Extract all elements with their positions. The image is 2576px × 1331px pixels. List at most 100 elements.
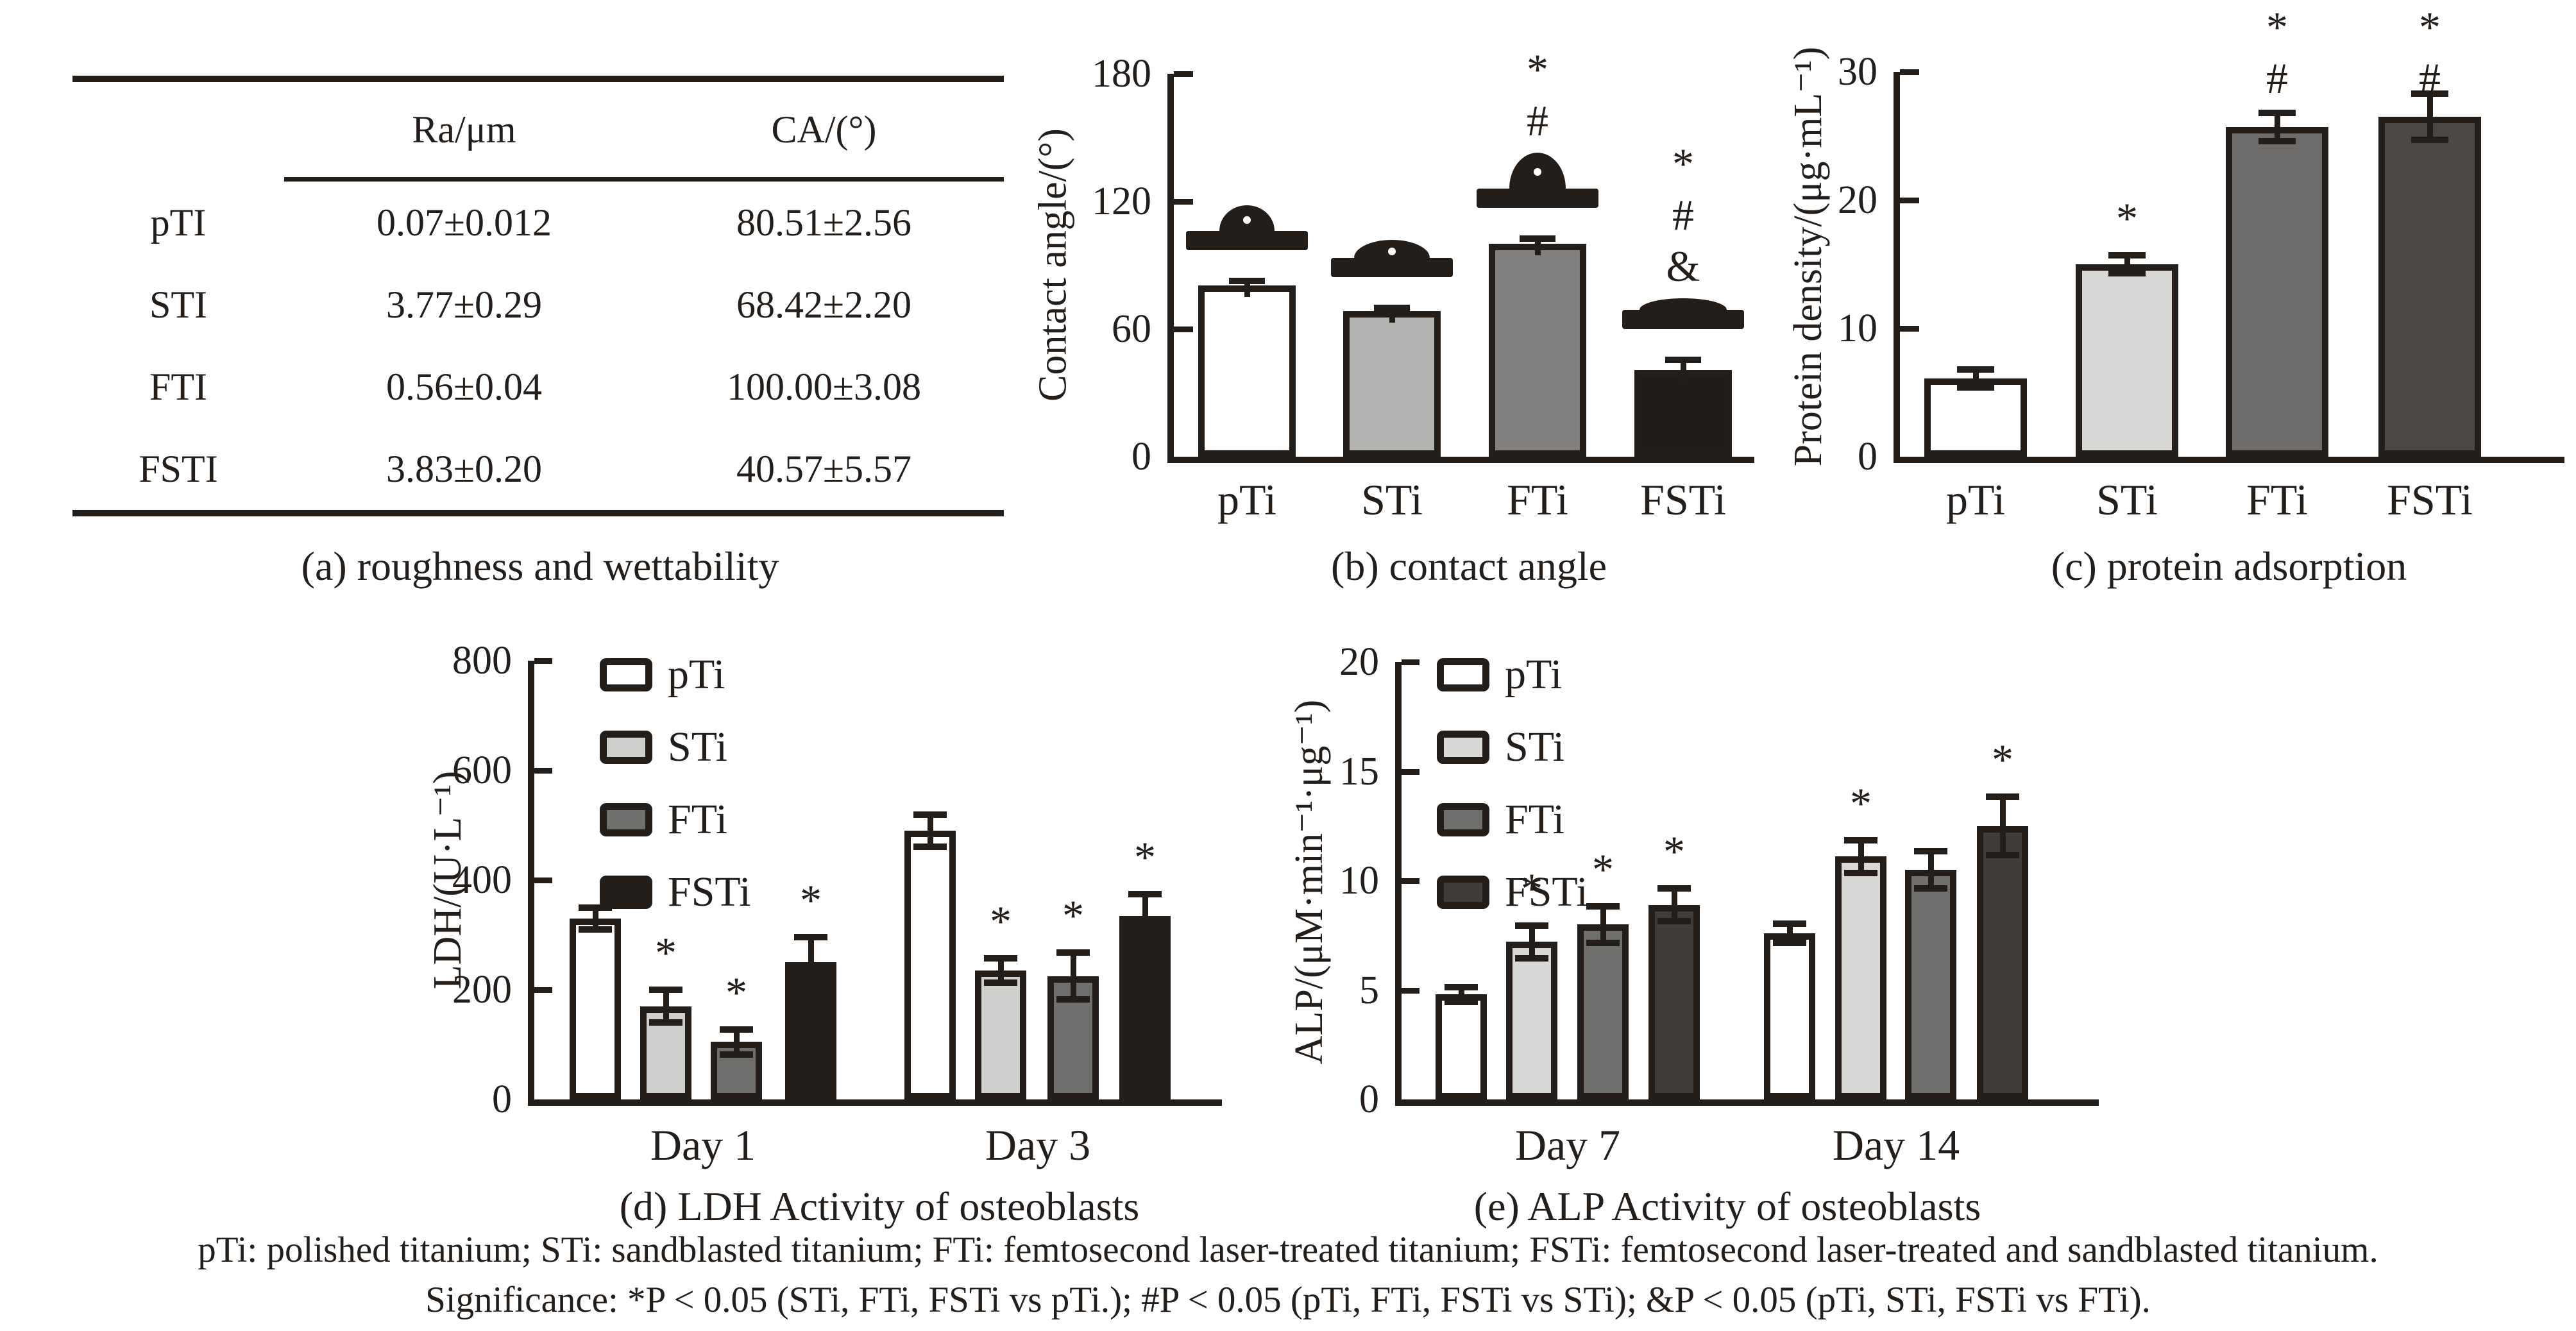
y-tick-label-e: 5 (1359, 969, 1379, 1012)
table-header-ca: CA/(°) (771, 108, 877, 151)
error-cap-top-c-pTi (1957, 366, 1994, 373)
category-label-b: FTi (1507, 475, 1568, 524)
error-bar-e-FSTi-Day 7 (1672, 887, 1677, 922)
table-row-label: pTI (150, 201, 207, 244)
error-bar-e-pTi-Day 14 (1787, 922, 1793, 944)
bar-d-pTi-Day 3 (904, 831, 956, 1099)
sig-symbol-c-FTi: # (2266, 54, 2288, 103)
chart-b-y-axis-label: Contact angle/(°) (1031, 128, 1075, 402)
x-axis-b (1167, 457, 1754, 463)
category-label-c: FTi (2246, 475, 2308, 524)
error-cap-bottom-d-pTi-Day 1 (579, 926, 612, 933)
x-axis-d (528, 1099, 1222, 1106)
y-tick-label-b: 0 (1131, 435, 1151, 479)
bar-b-FSTi (1634, 370, 1732, 457)
y-tick-label-d: 200 (452, 968, 512, 1012)
error-cap-top-b-FSTi (1665, 357, 1701, 363)
error-bar-d-FTi-Day 1 (734, 1028, 740, 1056)
legend-label-d-FTi: FTi (668, 796, 728, 843)
error-cap-bottom-d-FSTi-Day 3 (1128, 934, 1162, 940)
sig-symbol-e-FSTi-Day 7: * (1663, 827, 1685, 876)
x-axis-c (1894, 457, 2564, 463)
bar-d-STi-Day 3 (975, 971, 1026, 1099)
error-cap-bottom-d-pTi-Day 3 (913, 844, 947, 850)
bar-e-FSTi-Day 14 (1977, 826, 2028, 1099)
legend-swatch-e-FTi (1437, 803, 1489, 836)
y-tick-b (1174, 71, 1193, 77)
bar-e-STi-Day 7 (1506, 942, 1557, 1099)
y-tick-e (1402, 659, 1419, 665)
y-tick-d (534, 768, 552, 774)
bar-b-FTi (1489, 244, 1586, 457)
sig-symbol-b-FSTi: * (1672, 139, 1694, 188)
y-tick-b (1174, 199, 1193, 205)
bar-d-FSTi-Day 3 (1119, 916, 1171, 1099)
y-tick-label-c: 10 (1838, 307, 1877, 350)
error-cap-bottom-d-FTi-Day 3 (1056, 996, 1090, 1003)
legend-swatch-e-pTi (1437, 658, 1489, 691)
error-cap-bottom-e-STi-Day 7 (1515, 955, 1548, 962)
table-cell-ra: 3.77±0.29 (386, 283, 542, 326)
sig-symbol-c-FSTi: * (2419, 3, 2441, 51)
sig-symbol-d-FTi-Day 1: * (725, 968, 747, 1017)
error-cap-top-c-FTi (2258, 110, 2296, 116)
error-bar-b-FTi (1535, 237, 1541, 255)
droplet-icon-b-FSTi (1640, 298, 1727, 310)
legend-label-e-STi: STi (1505, 724, 1565, 770)
y-tick-label-c: 20 (1838, 178, 1877, 222)
error-cap-top-d-STi-Day 3 (984, 955, 1017, 962)
bar-c-pTi (1924, 378, 2027, 457)
error-cap-top-d-pTi-Day 1 (579, 904, 612, 911)
y-tick-label-d: 400 (452, 858, 512, 902)
table-row-label: STI (149, 283, 207, 326)
group-label-e: Day 7 (1514, 1121, 1621, 1169)
error-cap-bottom-d-STi-Day 1 (649, 1019, 682, 1026)
y-axis-b (1167, 74, 1174, 463)
error-cap-top-e-pTi-Day 7 (1445, 984, 1478, 990)
y-axis-e (1395, 662, 1402, 1106)
error-cap-top-d-pTi-Day 3 (913, 811, 947, 818)
error-cap-top-e-STi-Day 14 (1844, 837, 1877, 844)
error-bar-d-FSTi-Day 1 (808, 936, 814, 988)
error-bar-d-FTi-Day 3 (1071, 951, 1076, 1001)
y-tick-label-d: 0 (492, 1078, 512, 1121)
error-cap-bottom-e-STi-Day 14 (1844, 870, 1877, 876)
legend-swatch-d-FTi (600, 803, 652, 836)
y-tick-label-c: 30 (1838, 50, 1877, 94)
droplet-dome (1640, 298, 1727, 310)
table-cell-ca: 40.57±5.57 (736, 447, 911, 490)
droplet-icon-b-pTi (1219, 205, 1275, 231)
sig-symbol-b-FTi: * (1527, 45, 1548, 94)
bar-e-FSTi-Day 7 (1648, 905, 1700, 1099)
sig-symbol-e-FTi-Day 7: * (1592, 845, 1614, 894)
category-label-b: FSTi (1640, 475, 1726, 524)
error-cap-top-d-FTi-Day 1 (720, 1026, 753, 1033)
error-cap-bottom-e-FTi-Day 7 (1586, 940, 1620, 946)
error-cap-bottom-d-FSTi-Day 1 (794, 984, 827, 990)
error-bar-c-pTi (1973, 368, 1979, 389)
y-axis-c (1894, 72, 1900, 463)
bar-b-pTi (1198, 285, 1296, 457)
error-bar-d-STi-Day 3 (998, 957, 1004, 985)
y-tick-label-d: 600 (452, 749, 512, 792)
y-tick-e (1402, 878, 1419, 884)
category-label-b: STi (1361, 475, 1423, 524)
droplet-icon-b-FTi (1509, 153, 1566, 189)
chart-d-caption: (d) LDH Activity of osteoblasts (619, 1183, 1140, 1229)
table-cell-ra: 0.56±0.04 (386, 365, 542, 408)
table-row-label: FSTI (139, 447, 218, 490)
legend-swatch-e-STi (1437, 731, 1489, 764)
table-row: FSTI 3.83±0.20 40.57±5.57 (72, 428, 1004, 510)
error-bar-e-STi-Day 14 (1858, 839, 1864, 874)
error-cap-bottom-d-FTi-Day 1 (720, 1051, 753, 1058)
error-cap-bottom-c-FTi (2258, 138, 2296, 144)
error-cap-top-b-FTi (1520, 235, 1555, 242)
group-label-d: Day 3 (985, 1121, 1091, 1169)
sig-symbol-e-STi-Day 14: * (1850, 779, 1872, 827)
y-tick-label-e: 0 (1359, 1078, 1379, 1121)
error-cap-top-c-FSTi (2411, 90, 2448, 97)
footnote-line-1: pTi: polished titanium; STi: sandblasted… (198, 1230, 2378, 1270)
legend-swatch-e-FSTi (1437, 876, 1489, 909)
error-cap-top-e-pTi-Day 14 (1773, 920, 1806, 927)
y-tick-e (1402, 988, 1419, 994)
